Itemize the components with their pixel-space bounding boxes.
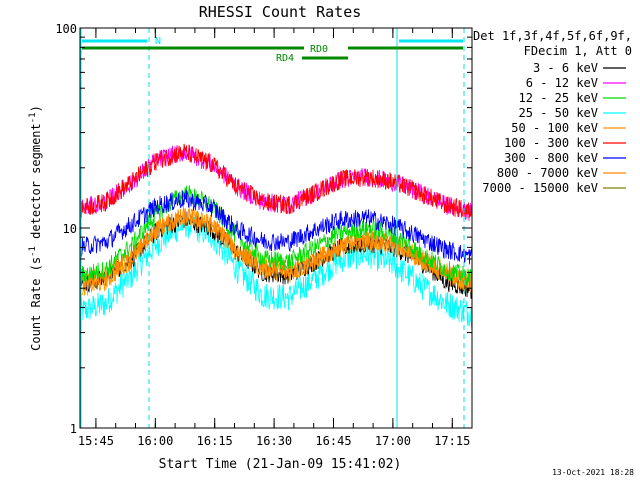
x-tick-label: 17:00: [375, 434, 411, 448]
flag-RD4-label: RD4: [276, 53, 294, 64]
flag-N-label: N: [155, 36, 161, 47]
plot-frame: [79, 27, 473, 429]
legend-label-2: 12 - 25 keV: [519, 91, 598, 105]
y-axis-label-main: Count Rate (s: [29, 257, 43, 351]
chart-title: RHESSI Count Rates: [199, 3, 362, 21]
y-tick-label: 10: [63, 222, 77, 236]
axis-layer: 1 10 100 15:45 16:00 16:15 16:30 16:45 17:00 17:1…: [55, 22, 473, 448]
flag-layer: N RD0 RD4: [82, 36, 463, 64]
legend-header-line2: FDecim 1, Att 0: [524, 44, 632, 58]
x-tick-label: 17:15: [434, 434, 470, 448]
series-line-5: [79, 143, 473, 221]
footer-timestamp: 13-Oct-2021 18:28: [552, 468, 634, 477]
flag-RD0-label: RD0: [310, 44, 328, 55]
series-line-7: [79, 207, 473, 290]
legend-label-6: 300 - 800 keV: [504, 151, 598, 165]
y-axis-label-sup: -1: [28, 246, 38, 257]
y-tick-label: 100: [55, 22, 77, 36]
legend-label-3: 25 - 50 keV: [519, 106, 598, 120]
series-line-2: [79, 184, 473, 288]
y-tick-label: 1: [70, 422, 77, 436]
legend-label-7: 800 - 7000 keV: [497, 166, 598, 180]
series-line-6: [79, 189, 473, 265]
y-axis-label: Count Rate (s-1 detector segment-1): [28, 105, 43, 351]
series-layer: [79, 143, 473, 329]
legend-label-4: 50 - 100 keV: [511, 121, 598, 135]
legend-label-1: 6 - 12 keV: [526, 76, 598, 90]
x-tick-label: 15:45: [78, 434, 114, 448]
x-tick-label: 16:45: [315, 434, 351, 448]
boundary-layer: [80, 28, 465, 428]
legend-header-line1: Det 1f,3f,4f,5f,6f,9f,: [473, 29, 632, 43]
y-axis-label-sup2: -1: [28, 112, 38, 123]
x-tick-label: 16:00: [137, 434, 173, 448]
legend-label-0: 3 - 6 keV: [533, 61, 598, 75]
legend-label-5: 100 - 300 keV: [504, 136, 598, 150]
x-axis-label: Start Time (21-Jan-09 15:41:02): [159, 457, 402, 472]
y-axis-label-end: ): [29, 105, 43, 112]
y-axis-label-mid: detector segment: [29, 123, 43, 246]
x-tick-label: 16:30: [256, 434, 292, 448]
legend-label-8: 7000 - 15000 keV: [482, 181, 598, 195]
x-tick-label: 16:15: [197, 434, 233, 448]
